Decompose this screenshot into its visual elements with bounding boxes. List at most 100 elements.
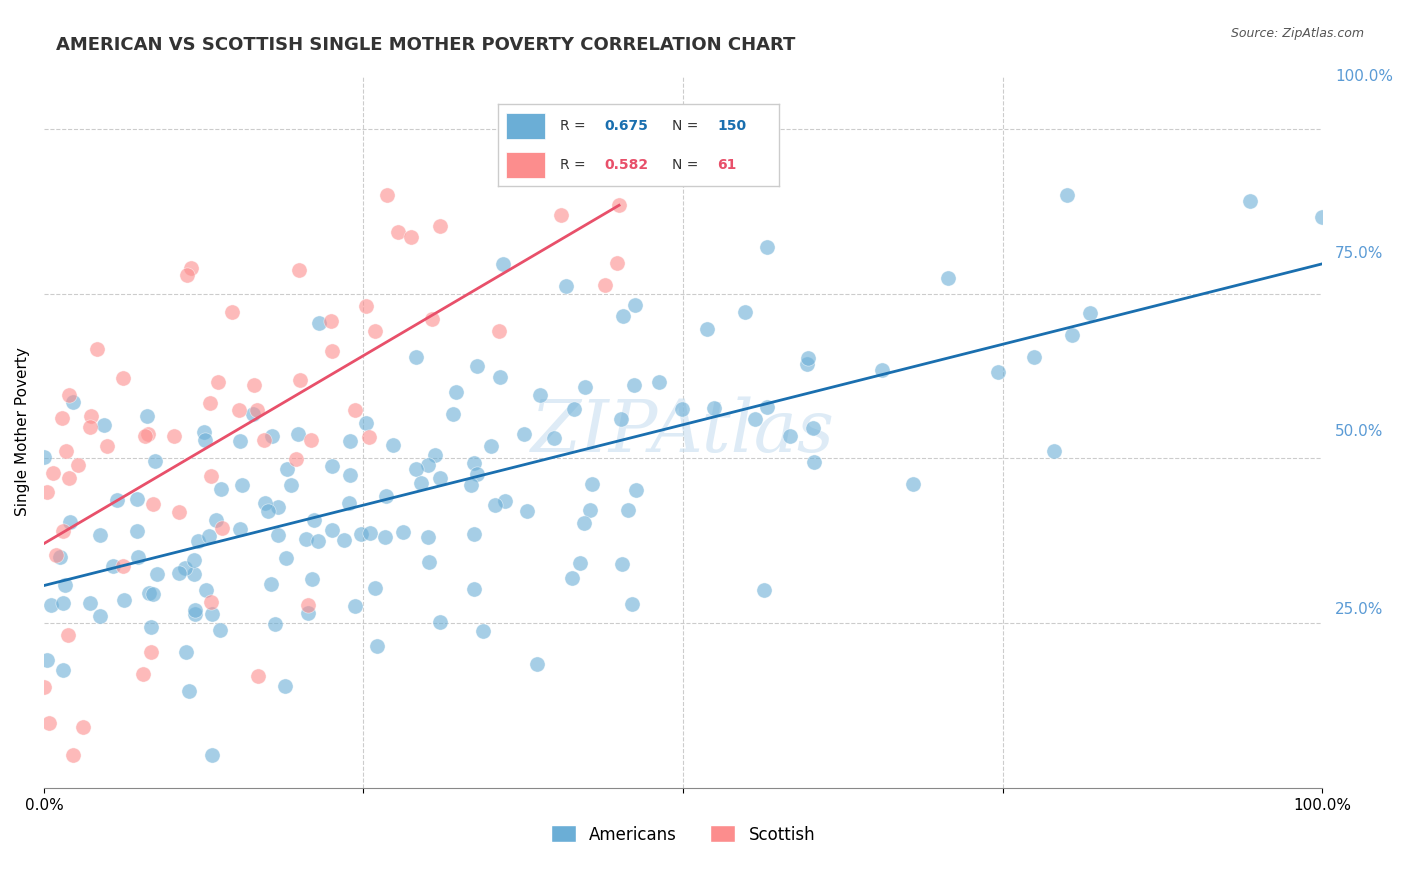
Americans [276, 461, 298, 475]
Americans [112, 592, 135, 607]
Americans [193, 425, 215, 440]
Americans [287, 427, 309, 442]
Americans [529, 388, 551, 402]
Scottish [167, 505, 190, 519]
Scottish [200, 595, 222, 609]
Americans [752, 582, 775, 597]
Americans [429, 615, 451, 629]
Americans [623, 378, 645, 392]
Americans [554, 279, 576, 293]
Americans [429, 471, 451, 485]
Americans [405, 462, 427, 476]
Americans [612, 309, 634, 323]
Americans [756, 400, 779, 414]
Americans [472, 624, 495, 638]
Americans [1022, 350, 1045, 364]
Americans [127, 491, 149, 506]
Scottish [288, 263, 311, 277]
Scottish [80, 409, 103, 423]
Americans [201, 747, 224, 762]
Americans [465, 359, 488, 373]
Scottish [401, 230, 423, 244]
Americans [49, 550, 72, 565]
Americans [32, 450, 55, 465]
Americans [52, 663, 75, 677]
Scottish [198, 395, 221, 409]
Americans [623, 298, 645, 312]
Americans [337, 496, 360, 510]
Americans [441, 407, 464, 421]
Americans [1310, 210, 1333, 224]
Americans [62, 395, 84, 409]
Scottish [364, 324, 387, 338]
Scottish [243, 377, 266, 392]
Americans [382, 438, 405, 452]
Americans [339, 434, 361, 448]
Americans [308, 316, 330, 330]
Americans [198, 528, 221, 542]
Scottish [37, 485, 59, 500]
Americans [756, 240, 779, 254]
Americans [1078, 306, 1101, 320]
Scottish [200, 469, 222, 483]
Scottish [344, 403, 367, 417]
Americans [321, 524, 343, 538]
Americans [492, 257, 515, 271]
Americans [463, 527, 485, 541]
Americans [125, 524, 148, 538]
Americans [987, 365, 1010, 379]
Text: 25.0%: 25.0% [1334, 602, 1384, 617]
Scottish [51, 411, 73, 425]
Americans [416, 530, 439, 544]
Americans [39, 598, 62, 612]
Americans [1056, 187, 1078, 202]
Americans [494, 494, 516, 508]
Text: ZIPAtlas: ZIPAtlas [531, 397, 835, 467]
Americans [1239, 194, 1261, 208]
Americans [321, 459, 343, 474]
Americans [333, 533, 356, 548]
Americans [173, 561, 195, 575]
Americans [267, 528, 290, 542]
Americans [184, 603, 207, 617]
Scottish [387, 225, 409, 239]
Americans [204, 513, 226, 527]
Americans [465, 467, 488, 482]
Americans [274, 680, 297, 694]
Americans [671, 402, 693, 417]
Americans [703, 401, 725, 415]
Scottish [58, 470, 80, 484]
Americans [579, 502, 602, 516]
Americans [744, 411, 766, 425]
Scottish [111, 558, 134, 573]
Americans [610, 557, 633, 571]
Scottish [299, 434, 322, 448]
Americans [423, 448, 446, 462]
Americans [936, 271, 959, 285]
Americans [231, 478, 253, 492]
Americans [194, 582, 217, 597]
Scottish [354, 299, 377, 313]
Scottish [134, 429, 156, 443]
Americans [254, 496, 277, 510]
Scottish [112, 371, 135, 385]
Americans [364, 581, 387, 595]
Americans [89, 528, 111, 542]
Scottish [550, 208, 572, 222]
Scottish [180, 261, 202, 276]
Americans [568, 556, 591, 570]
Text: 75.0%: 75.0% [1334, 246, 1384, 261]
Americans [127, 550, 149, 565]
Scottish [297, 598, 319, 612]
Americans [561, 570, 583, 584]
Americans [260, 576, 283, 591]
Americans [870, 362, 893, 376]
Scottish [41, 466, 63, 480]
Scottish [138, 426, 160, 441]
Americans [405, 351, 427, 365]
Americans [37, 653, 59, 667]
Scottish [72, 720, 94, 734]
Americans [229, 434, 252, 449]
Americans [194, 433, 217, 447]
Scottish [32, 680, 55, 694]
